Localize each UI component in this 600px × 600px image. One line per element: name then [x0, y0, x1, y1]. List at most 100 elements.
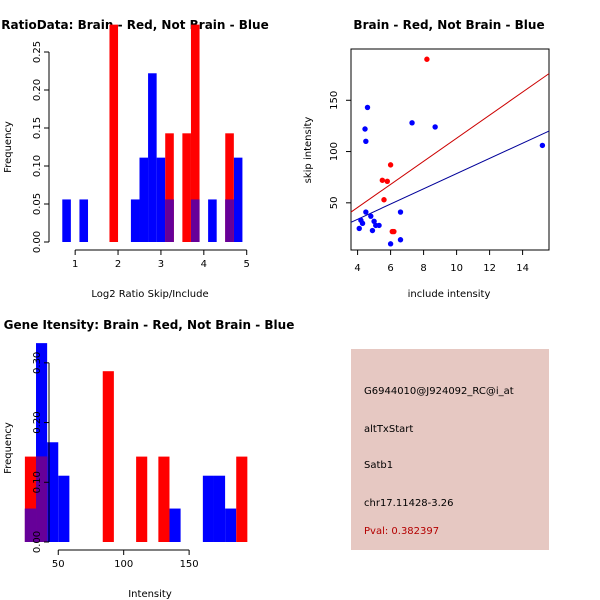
gene-blue-bar-1	[36, 343, 48, 542]
ratio-y-tick-label-1: 0.05	[32, 193, 43, 215]
scatter-blue-point-7	[368, 213, 374, 219]
scatter-blue-point-13	[397, 237, 404, 243]
gene-red-bar-3	[136, 456, 148, 542]
scatter-panel: Brain - Red, Not Brain - Blue include in…	[303, 18, 550, 300]
ratio-overlap-bar-7	[190, 199, 200, 242]
scatter-blue-point-3	[363, 209, 369, 215]
scatter-red-point-0	[424, 56, 430, 62]
scatter-y-tick-label-0: 50	[329, 196, 340, 209]
scatter-x-tick-label-1: 6	[387, 263, 393, 274]
gene-ylabel: Frequency	[3, 422, 14, 474]
ratio-red-bar-4	[225, 133, 234, 242]
ratio-blue-bar-1	[79, 199, 89, 242]
ratio-blue-bar-2	[130, 199, 140, 242]
scatter-fit-line-1	[350, 130, 550, 223]
scatter-red-point-3	[387, 162, 394, 168]
scatter-x-tick-label-0: 4	[354, 263, 360, 274]
event-type: altTxStart	[364, 424, 414, 435]
gene-blue-bar-2	[47, 442, 59, 542]
gene-x-tick-label-2: 150	[180, 559, 199, 570]
gene-blue-bar-6	[213, 475, 226, 542]
gene-y-tick-label-3: 0.30	[32, 352, 43, 374]
scatter-blue-point-4	[364, 104, 371, 111]
ratio-y-tick-label-3: 0.15	[32, 117, 43, 139]
ratio-x-tick-label-1: 2	[115, 259, 121, 270]
scatter-y-tick-label-1: 100	[329, 142, 340, 161]
ratio-overlap-bar-9	[225, 199, 234, 242]
ratio-x-tick-label-4: 5	[244, 259, 250, 270]
scatter-blue-point-11	[376, 222, 382, 229]
scatter-blue-point-6	[363, 138, 369, 144]
scatter-title: Brain - Red, Not Brain - Blue	[353, 18, 544, 32]
chromosome-location: chr17.11428-3.26	[364, 498, 454, 509]
gene-red-bar-0	[24, 456, 37, 542]
ratio-histogram-panel: RatioData: Brain - Red, Not Brain - Blue…	[1, 18, 268, 300]
scatter-xlabel: include intensity	[408, 289, 491, 300]
scatter-fit-line-0	[350, 73, 550, 213]
gene-blue-bar-4	[169, 508, 181, 542]
ratio-overlap-bar-6	[165, 199, 174, 242]
probe-id: G6944010@J924092_RC@i_at	[364, 386, 514, 397]
scatter-x-tick-label-3: 10	[450, 263, 463, 274]
ratio-blue-bar-0	[62, 199, 71, 242]
gene-blue-bar-5	[202, 475, 214, 542]
ratio-xlabel: Log2 Ratio Skip/Include	[91, 289, 208, 300]
ratio-title: RatioData: Brain - Red, Not Brain - Blue	[1, 18, 268, 32]
scatter-y-tick-label-2: 150	[329, 91, 340, 110]
ratio-y-tick-label-4: 0.20	[32, 79, 43, 101]
scatter-x-tick-label-4: 12	[483, 263, 496, 274]
scatter-red-point-2	[384, 178, 390, 184]
probe-info-panel: G6944010@J924092_RC@i_at altTxStart Satb…	[351, 349, 549, 550]
gene-x-tick-label-0: 50	[52, 559, 65, 570]
gene-y-tick-label-2: 0.20	[32, 411, 43, 433]
scatter-blue-point-14	[397, 209, 404, 215]
ratio-red-bar-2	[182, 133, 191, 242]
gene-name: Satb1	[364, 460, 394, 471]
ratio-red-bar-3	[190, 24, 200, 242]
gene-blue-bar-7	[225, 508, 237, 542]
gene-overlap-bar-1	[36, 456, 48, 542]
gene-blue-bar-3	[58, 475, 70, 542]
scatter-blue-point-2	[359, 220, 366, 227]
gene-xlabel: Intensity	[128, 589, 172, 600]
scatter-red-point-6	[391, 228, 397, 235]
ratio-y-tick-label-2: 0.10	[32, 155, 43, 177]
scatter-blue-point-8	[371, 218, 377, 224]
gene-overlap-bar-0	[24, 508, 37, 542]
scatter-blue-point-15	[409, 120, 415, 126]
ratio-y-tick-label-0: 0.00	[32, 231, 43, 253]
p-value: Pval: 0.382397	[364, 526, 440, 537]
scatter-red-point-4	[381, 197, 387, 203]
ratio-blue-bar-3	[139, 157, 149, 242]
scatter-blue-point-5	[362, 126, 368, 132]
scatter-blue-point-12	[387, 241, 394, 247]
ratio-x-tick-label-0: 1	[72, 259, 78, 270]
scatter-red-point-1	[379, 177, 386, 183]
ratio-blue-bar-5	[156, 157, 166, 242]
scatter-blue-point-10	[369, 227, 376, 234]
ratio-x-tick-label-3: 4	[201, 259, 207, 270]
ratio-blue-bar-8	[208, 199, 217, 242]
ratio-y-tick-label-5: 0.25	[32, 41, 43, 63]
gene-title: Gene Itensity: Brain - Red, Not Brain - …	[4, 318, 295, 332]
gene-y-tick-label-1: 0.10	[32, 471, 43, 493]
scatter-x-tick-label-5: 14	[516, 263, 529, 274]
ratio-red-bar-0	[109, 24, 119, 242]
ratio-red-bar-1	[165, 133, 174, 242]
scatter-blue-point-0	[356, 225, 362, 232]
ratio-x-tick-label-2: 3	[158, 259, 164, 270]
scatter-frame	[350, 48, 550, 251]
gene-histogram-panel: Gene Itensity: Brain - Red, Not Brain - …	[3, 318, 294, 600]
gene-y-tick-label-0: 0.00	[32, 531, 43, 553]
ratio-blue-bar-4	[148, 73, 157, 242]
gene-red-bar-5	[236, 456, 248, 542]
gene-red-bar-4	[158, 456, 170, 542]
ratio-blue-bar-10	[233, 157, 243, 242]
scatter-blue-point-16	[432, 124, 438, 130]
scatter-ylabel: skip intensity	[303, 117, 314, 184]
scatter-x-tick-label-2: 8	[420, 263, 426, 274]
gene-red-bar-2	[102, 371, 114, 542]
scatter-blue-point-17	[539, 142, 546, 149]
ratio-ylabel: Frequency	[3, 121, 14, 173]
